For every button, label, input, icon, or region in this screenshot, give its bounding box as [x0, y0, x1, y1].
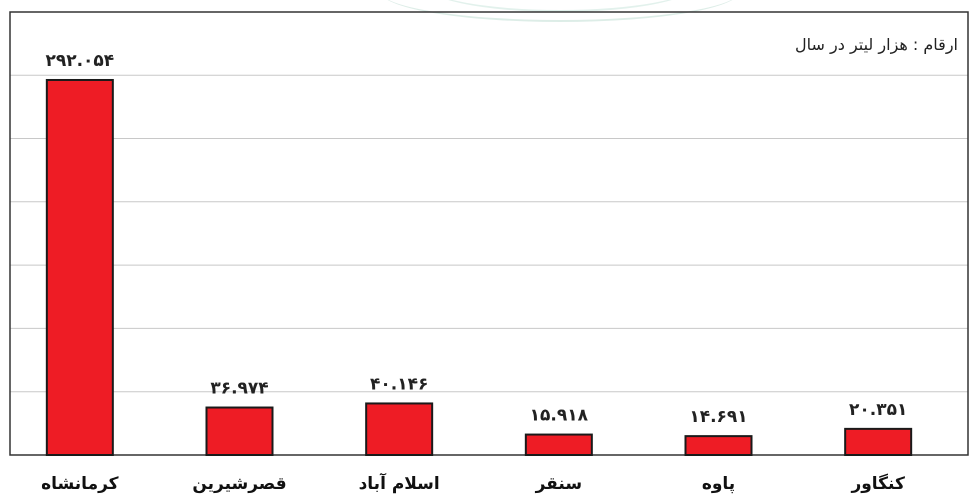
decorative-arc [380, 0, 740, 22]
bar [524, 433, 593, 456]
decorative-arc [420, 0, 700, 12]
plot-frame [9, 11, 969, 456]
data-label: ۲۹۲.۰۵۴ [45, 51, 114, 71]
bar [844, 427, 913, 456]
category-label: پاوه [702, 474, 735, 494]
data-labels: ۲۹۲.۰۵۴ ۳۶.۹۷۴ ۴۰.۱۴۶ ۱۵.۹۱۸ ۱۴.۶۹۱ ۲۰.۳۵۱ [45, 51, 907, 427]
unit-note: ارقام : هزار لیتر در سال [795, 35, 958, 55]
bar [45, 78, 114, 456]
bar [365, 402, 434, 456]
category-label: کرمانشاه [41, 474, 119, 494]
data-label: ۱۴.۶۹۱ [689, 407, 747, 427]
data-label: ۴۰.۱۴۶ [370, 374, 428, 394]
bar [684, 435, 753, 456]
category-label: اسلام آباد [359, 472, 440, 494]
data-label: ۳۶.۹۷۴ [210, 379, 268, 399]
bar [205, 406, 274, 457]
data-label: ۱۵.۹۱۸ [530, 406, 589, 426]
category-labels: کرمانشاه قصرشیرین اسلام آباد سنقر پاوه کنگاور [41, 472, 905, 494]
category-label: قصرشیرین [192, 474, 286, 494]
category-label: کنگاور [850, 473, 905, 494]
gridlines [10, 74, 968, 393]
data-label: ۲۰.۳۵۱ [849, 400, 907, 420]
bars [45, 78, 913, 457]
category-label: سنقر [535, 474, 582, 494]
